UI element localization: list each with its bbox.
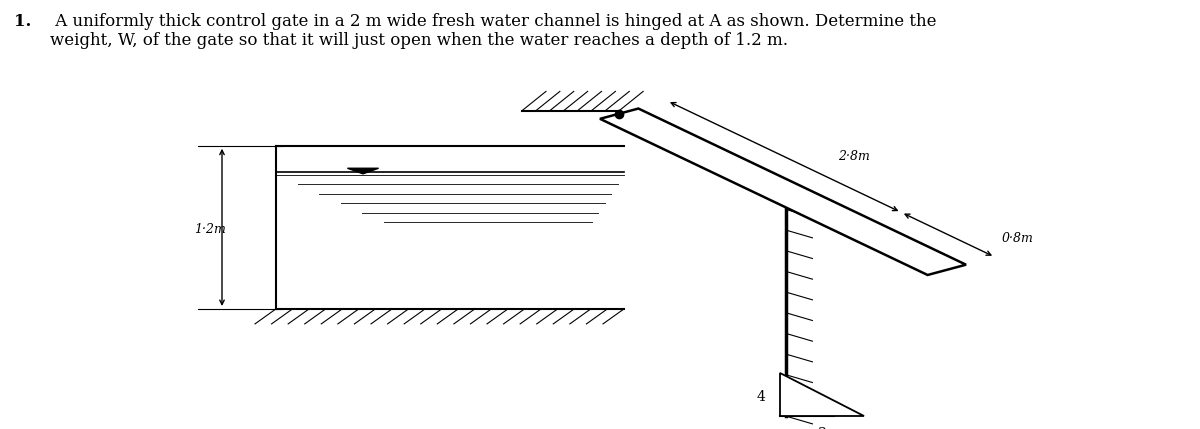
Text: A uniformly thick control gate in a 2 m wide fresh water channel is hinged at A : A uniformly thick control gate in a 2 m … [50, 13, 937, 49]
Text: 1·2m: 1·2m [194, 223, 226, 236]
Polygon shape [600, 109, 966, 275]
Polygon shape [780, 373, 864, 416]
Text: 3: 3 [817, 427, 827, 429]
Text: 4: 4 [757, 390, 766, 404]
Polygon shape [348, 168, 379, 174]
Text: 1.: 1. [14, 13, 31, 30]
Text: 0·8m: 0·8m [1002, 233, 1034, 245]
Text: 2·8m: 2·8m [839, 150, 870, 163]
